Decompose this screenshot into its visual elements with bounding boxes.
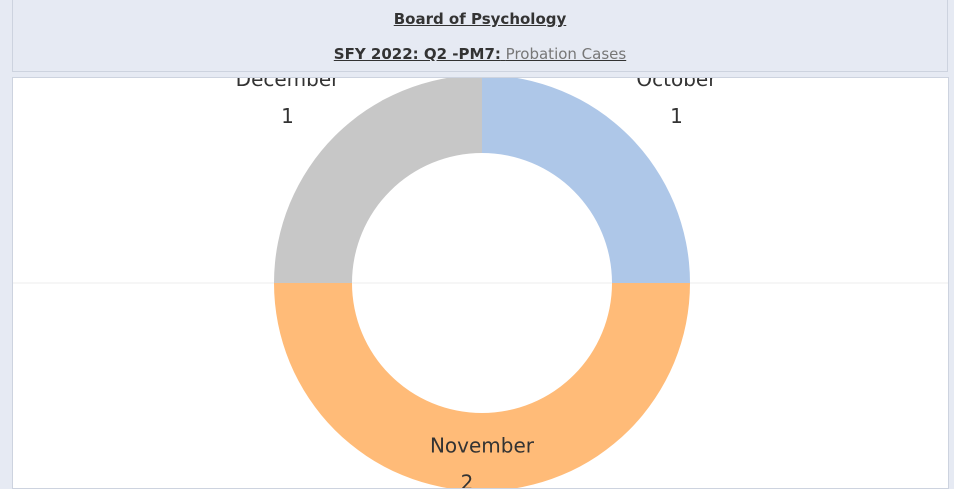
donut-slice: [274, 78, 482, 283]
slice-label: November: [430, 434, 535, 458]
chart-panel: October 1 November 2 December 1: [12, 77, 949, 489]
subtitle-prefix: SFY 2022: Q2 -PM7:: [333, 45, 501, 63]
subtitle-text: Probation Cases: [505, 45, 627, 63]
chart-subtitle: SFY 2022: Q2 -PM7: Probation Cases: [13, 45, 947, 63]
value-label: 1: [281, 104, 294, 128]
chart: October 1 November 2 December 1: [13, 78, 948, 488]
chart-title: Board of Psychology: [393, 10, 567, 28]
donut-slice: [482, 78, 690, 283]
slice-label: October: [636, 78, 717, 91]
value-label: 2: [461, 471, 474, 489]
value-label: 1: [670, 104, 683, 128]
slice-label: December: [236, 78, 340, 91]
donut-slice: [274, 283, 690, 488]
header: Board of Psychology SFY 2022: Q2 -PM7: P…: [12, 0, 948, 72]
